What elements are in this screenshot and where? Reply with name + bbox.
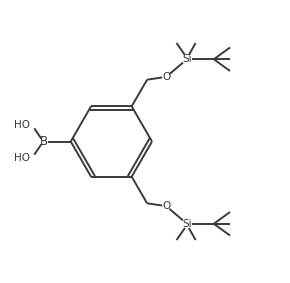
Text: HO: HO <box>14 120 30 130</box>
Text: Si: Si <box>182 54 192 64</box>
Text: Si: Si <box>182 219 192 229</box>
Text: HO: HO <box>14 153 30 163</box>
Text: O: O <box>162 201 170 211</box>
Text: O: O <box>162 72 170 82</box>
Text: B: B <box>40 135 48 148</box>
